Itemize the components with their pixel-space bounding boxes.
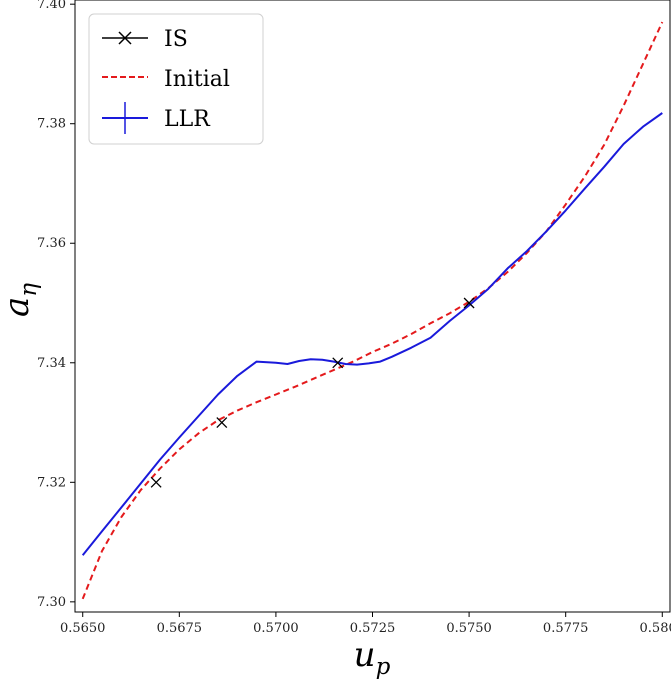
is-point <box>332 357 344 369</box>
x-tick-label: 0.5725 <box>350 621 396 636</box>
is-point <box>150 476 162 488</box>
y-tick-label: 7.36 <box>37 236 66 251</box>
x-tick-label: 0.5800 <box>640 621 671 636</box>
x-axis-ticks: 0.5650 0.5675 0.5700 0.5725 0.5750 0.5775 0.58… <box>60 612 671 636</box>
legend-is-marker-icon <box>118 31 132 45</box>
legend-initial-label: Initial <box>164 67 230 92</box>
y-axis-label: aη <box>0 283 42 317</box>
x-tick-label: 0.5650 <box>60 621 106 636</box>
is-point <box>216 417 228 429</box>
x-tick-label: 0.5750 <box>446 621 492 636</box>
y-tick-label: 7.32 <box>37 475 66 490</box>
y-tick-label: 7.34 <box>37 356 66 371</box>
x-axis-label-main: u <box>354 635 376 675</box>
y-axis-ticks: 7.30 7.32 7.34 7.36 7.38 7.40 <box>37 0 75 610</box>
is-point <box>463 297 475 309</box>
y-tick-label: 7.38 <box>37 117 66 132</box>
y-tick-label: 7.30 <box>37 595 66 610</box>
legend-item-initial: Initial <box>102 67 230 92</box>
legend-llr-label: LLR <box>164 107 211 132</box>
series-layer <box>81 21 664 600</box>
legend-item-is: IS <box>102 27 188 52</box>
x-tick-label: 0.5675 <box>157 621 203 636</box>
x-tick-label: 0.5700 <box>253 621 299 636</box>
x-tick-label: 0.5775 <box>543 621 589 636</box>
series-line-initial <box>81 21 664 600</box>
x-axis-label: up <box>354 635 391 679</box>
y-axis-label-main: a <box>0 297 37 317</box>
y-tick-label: 7.40 <box>37 0 66 12</box>
series-line-llr <box>81 112 663 556</box>
legend-box <box>88 13 264 145</box>
legend-is-label: IS <box>164 27 188 52</box>
legend: IS Initial LLR <box>88 13 264 145</box>
x-axis-label-sub: p <box>376 654 391 679</box>
legend-item-llr: LLR <box>102 102 211 134</box>
y-axis-label-sub: η <box>16 283 42 297</box>
